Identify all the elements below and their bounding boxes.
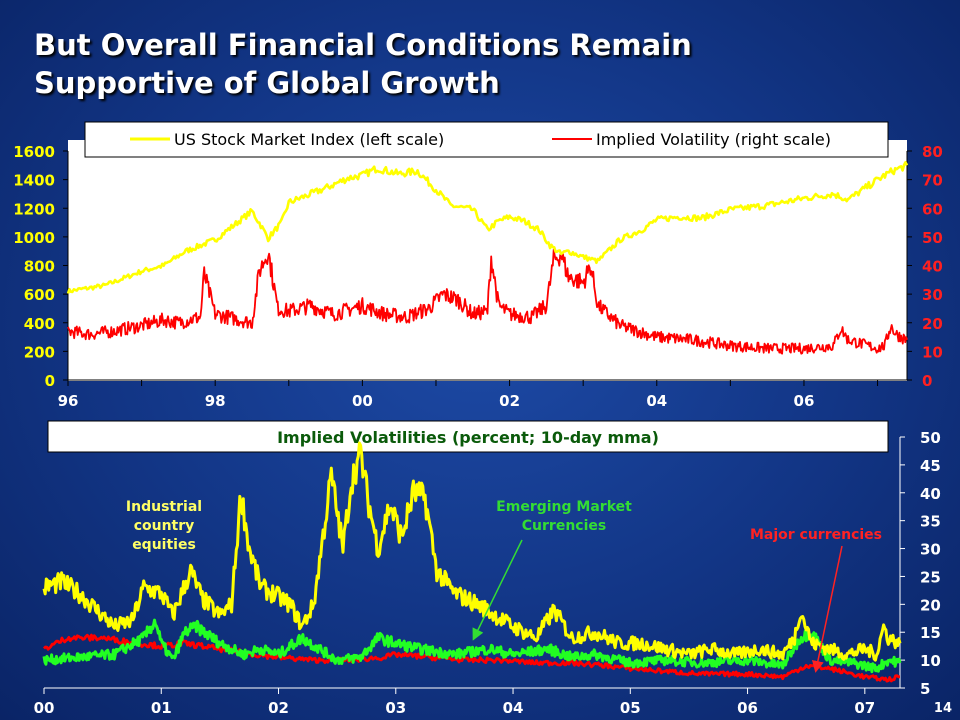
bottom-title-box (47, 420, 889, 453)
bottom-y-tick-label: 35 (920, 513, 941, 531)
top-x-tick-label: 06 (794, 392, 815, 410)
top-left-tick-label: 800 (24, 258, 55, 276)
top-legend: US Stock Market Index (left scale) Implie… (84, 121, 889, 158)
bottom-x-tick-label: 05 (620, 699, 641, 717)
annotation-text: Emerging Market (496, 499, 632, 515)
bottom-x-tick-label: 04 (503, 699, 524, 717)
bottom-y-tick-label: 45 (920, 457, 941, 475)
bottom-x-tick-label: 01 (151, 699, 172, 717)
bottom-x-tick-label: 00 (34, 699, 55, 717)
series-line-industrial-equities (42, 441, 902, 662)
top-x-tick-label: 04 (646, 392, 667, 410)
series-line-us-stock-index (66, 161, 909, 294)
bottom-y-tick-label: 10 (920, 652, 941, 670)
bottom-x-tick-label: 02 (268, 699, 289, 717)
top-right-tick-label: 40 (922, 258, 943, 276)
top-left-tick-label: 200 (24, 343, 55, 361)
top-left-tick-label: 1000 (13, 229, 55, 247)
top-right-tick-label: 60 (922, 200, 943, 218)
top-left-tick-label: 0 (45, 372, 55, 390)
bottom-y-tick-label: 15 (920, 624, 941, 642)
series-line-em-currencies (42, 618, 902, 674)
bottom-y-tick-label: 25 (920, 568, 941, 586)
top-right-tick-label: 30 (922, 286, 943, 304)
legend-box (84, 121, 889, 158)
annotation-2: Major currencies (750, 527, 882, 543)
top-left-tick-label: 600 (24, 286, 55, 304)
annotation-text: equities (132, 537, 196, 553)
bottom-chart: 5 10 15 20 25 30 35 40 45 50 00 01 02 03 04 05 06 07 Impli… (34, 420, 941, 717)
top-right-tick-label: 20 (922, 315, 943, 333)
bottom-y-tick-label: 40 (920, 485, 941, 503)
bottom-x-tick-label: 06 (737, 699, 758, 717)
bottom-y-tick-label: 30 (920, 541, 941, 559)
annotation-text: country (134, 518, 195, 534)
series-line-implied-volatility (67, 248, 908, 355)
page-number: 14 (933, 701, 952, 716)
top-x-tick-label: 98 (205, 392, 226, 410)
top-plot-area (68, 140, 907, 381)
top-right-tick-label: 10 (922, 343, 943, 361)
annotation-text: Industrial (126, 499, 202, 515)
top-right-tick-label: 80 (922, 143, 943, 161)
bottom-x-tick-label: 07 (854, 699, 875, 717)
top-right-tick-label: 70 (922, 172, 943, 190)
top-x-tick-label: 96 (58, 392, 79, 410)
title-line-1: But Overall Financial Conditions Remain (34, 28, 692, 62)
top-right-tick-label: 50 (922, 229, 943, 247)
bottom-y-tick-label: 5 (920, 680, 930, 698)
top-left-tick-label: 400 (24, 315, 55, 333)
legend-label-vol: Implied Volatility (right scale) (596, 130, 831, 149)
page-title: But Overall Financial Conditions Remain … (34, 26, 692, 102)
bottom-chart-title: Implied Volatilities (percent; 10-day mm… (277, 428, 659, 447)
title-line-2: Supportive of Global Growth (34, 66, 500, 100)
annotation-1: Emerging Market Currencies (496, 499, 632, 534)
annotation-text: Major currencies (750, 527, 882, 543)
bottom-y-tick-label: 20 (920, 596, 941, 614)
top-x-tick-label: 00 (352, 392, 373, 410)
top-x-tick-label: 02 (499, 392, 520, 410)
annotation-0: Industrial country equities (126, 499, 202, 553)
bottom-y-tick-label: 50 (920, 429, 941, 447)
top-chart: 0200400600800100012001400160001020304050… (13, 121, 943, 410)
annotation-arrow-em (472, 539, 523, 641)
annotation-arrow-major (811, 545, 843, 673)
annotation-text: Currencies (522, 518, 606, 534)
top-left-tick-label: 1600 (13, 143, 55, 161)
top-left-tick-label: 1400 (13, 172, 55, 190)
top-left-tick-label: 1200 (13, 200, 55, 218)
bottom-x-tick-label: 03 (385, 699, 406, 717)
legend-label-stock: US Stock Market Index (left scale) (174, 130, 444, 149)
top-right-tick-label: 0 (922, 372, 932, 390)
